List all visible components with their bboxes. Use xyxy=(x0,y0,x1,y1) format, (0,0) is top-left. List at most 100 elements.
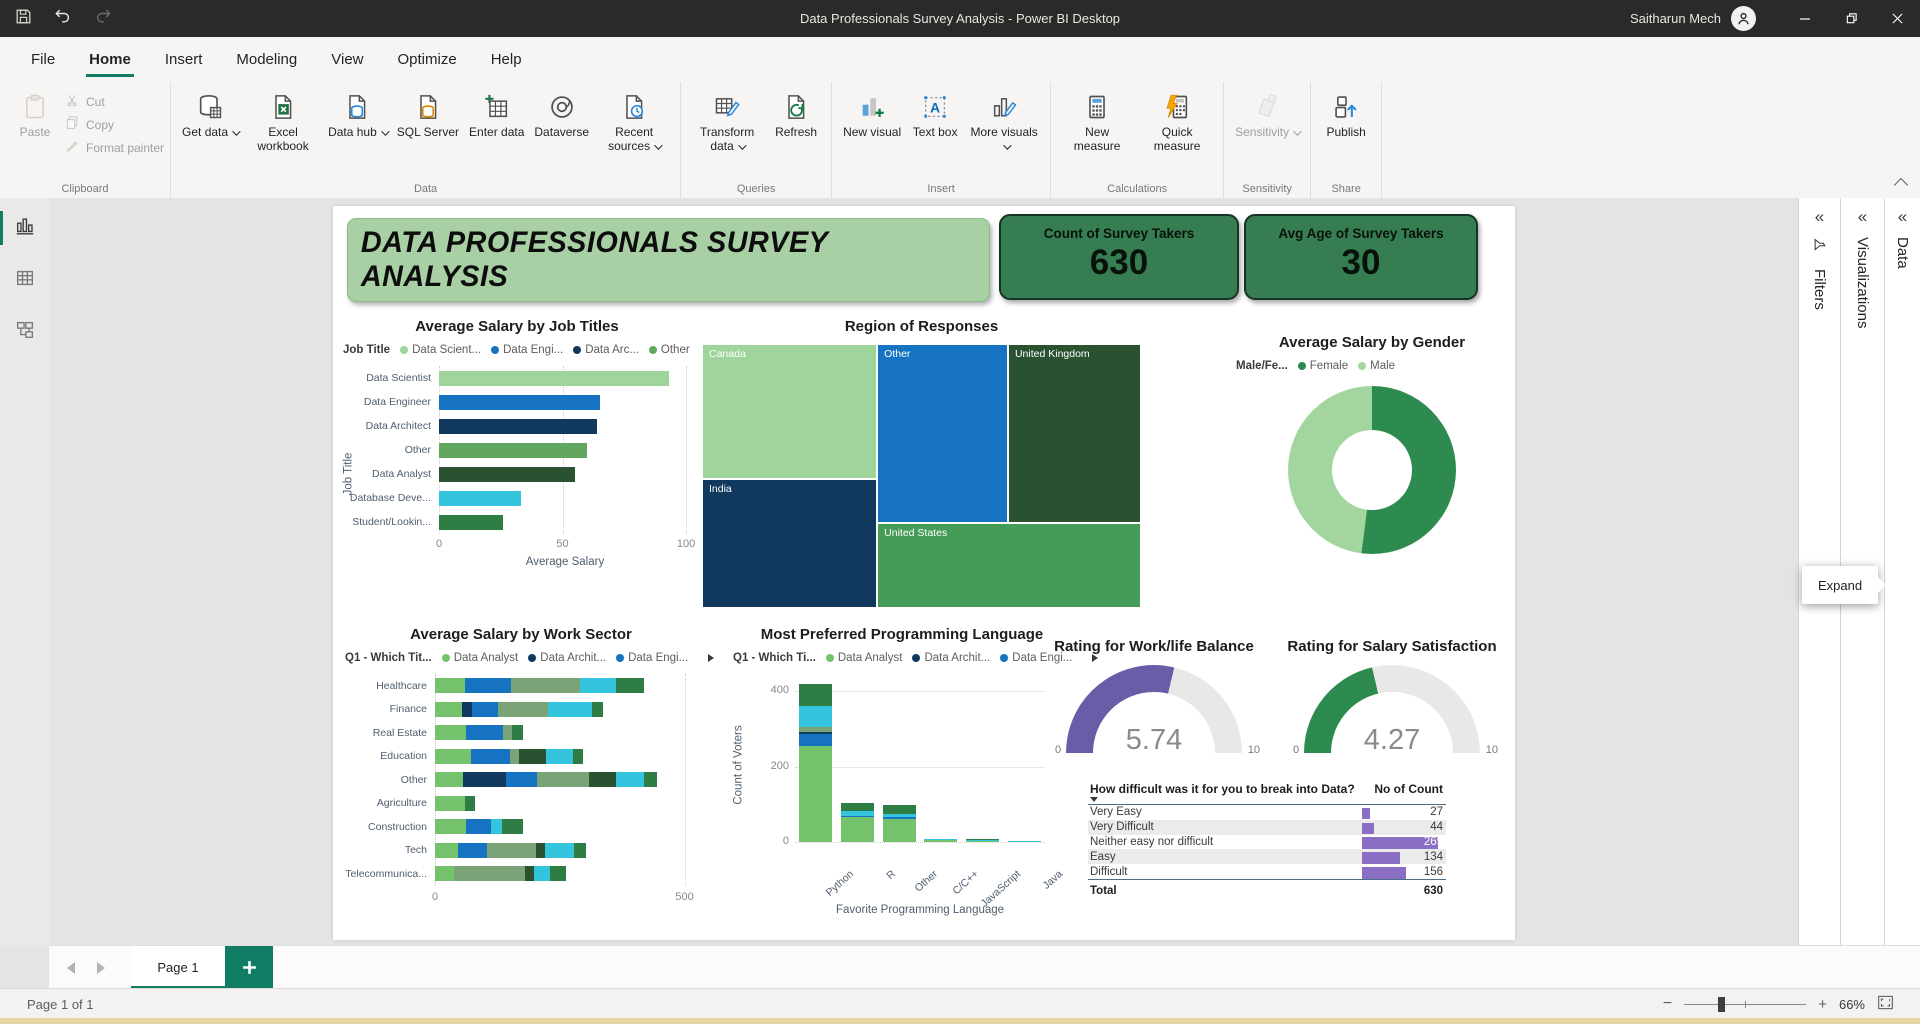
zoom-out-button[interactable]: − xyxy=(1662,995,1673,1012)
legend-item[interactable]: Data Archit... xyxy=(528,652,606,664)
expand-data-icon[interactable]: « xyxy=(1897,207,1908,226)
bar-segment[interactable] xyxy=(435,725,466,741)
data-hub-button[interactable]: Data hub xyxy=(323,89,392,139)
undo-icon[interactable] xyxy=(53,6,73,31)
legend-item[interactable]: Data Engi... xyxy=(1000,652,1072,664)
column[interactable] xyxy=(841,803,874,842)
column-segment[interactable] xyxy=(799,706,833,728)
new-page-button[interactable] xyxy=(225,946,273,989)
refresh-button[interactable]: Refresh xyxy=(767,89,825,139)
bar-segment[interactable] xyxy=(465,725,503,741)
model-view-button[interactable] xyxy=(0,310,49,354)
legend-item[interactable]: Data Archit... xyxy=(912,652,990,664)
visual-salary-gauge[interactable]: Rating for Salary Satisfaction 4.27 0 10 xyxy=(1281,638,1503,768)
new-measure-button[interactable]: New measure xyxy=(1057,89,1137,153)
format-painter-button[interactable]: Format painter xyxy=(64,138,164,157)
report-view-button[interactable] xyxy=(0,206,49,250)
dashboard-title-banner[interactable]: DATA PROFESSIONALS SURVEY ANALYSIS xyxy=(347,218,990,302)
column[interactable] xyxy=(799,683,833,842)
bar-segment[interactable] xyxy=(572,748,584,764)
column-segment[interactable] xyxy=(799,745,833,842)
table-row[interactable]: Very Difficult 44 xyxy=(1088,819,1446,835)
bar-segment[interactable] xyxy=(454,866,525,882)
legend-item[interactable]: Data Arc... xyxy=(573,344,639,356)
expand-filters-icon[interactable]: « xyxy=(1814,207,1825,226)
bar-segment[interactable] xyxy=(510,678,581,694)
menu-item-file[interactable]: File xyxy=(31,51,56,68)
prev-page-icon[interactable] xyxy=(67,961,75,974)
kpi-card-avg-age[interactable]: Avg Age of Survey Takers 30 xyxy=(1244,214,1478,300)
visual-worklife-gauge[interactable]: Rating for Work/life Balance 5.74 0 10 xyxy=(1045,638,1263,768)
legend-item[interactable]: Data Analyst xyxy=(441,652,518,664)
treemap-block-other[interactable]: Other xyxy=(877,344,1008,524)
visual-avg-salary-by-gender[interactable]: Average Salary by Gender Male/Fe... Female… xyxy=(1236,334,1508,594)
bar-segment[interactable] xyxy=(537,772,590,788)
gauge[interactable]: 4.27 0 10 xyxy=(1293,665,1498,756)
bar[interactable] xyxy=(439,394,600,410)
legend-item[interactable]: Female xyxy=(1297,360,1348,372)
restore-button[interactable] xyxy=(1828,0,1874,37)
legend-more-icon[interactable] xyxy=(708,654,715,662)
bar[interactable] xyxy=(439,442,588,458)
table-row[interactable]: Easy 134 xyxy=(1088,849,1446,865)
sql-server-button[interactable]: SQL Server xyxy=(392,89,464,139)
bar-segment[interactable] xyxy=(502,725,513,741)
zoom-slider[interactable] xyxy=(1684,996,1807,1012)
page-tab[interactable]: Page 1 xyxy=(131,946,225,989)
bar-segment[interactable] xyxy=(462,772,507,788)
column-segment[interactable] xyxy=(799,727,833,732)
column-segment[interactable] xyxy=(966,839,999,841)
expand-visualizations-icon[interactable]: « xyxy=(1857,207,1868,226)
collapse-ribbon-icon[interactable] xyxy=(1893,177,1909,193)
save-icon[interactable] xyxy=(14,7,33,31)
bar-segment[interactable] xyxy=(461,701,473,717)
bar-segment[interactable] xyxy=(549,866,566,882)
column-segment[interactable] xyxy=(882,813,916,818)
column-segment[interactable] xyxy=(882,818,916,842)
column-segment[interactable] xyxy=(799,683,833,707)
new-visual-button[interactable]: New visual xyxy=(838,89,906,139)
legend-item[interactable]: Data Engi... xyxy=(491,344,563,356)
bar-segment[interactable] xyxy=(545,842,575,858)
bar-segment[interactable] xyxy=(501,819,523,835)
bar-segment[interactable] xyxy=(547,701,593,717)
bar-segment[interactable] xyxy=(615,678,644,694)
visual-difficulty-table[interactable]: How difficult was it for you to break in… xyxy=(1088,782,1446,927)
get-data-button[interactable]: Get data xyxy=(177,89,243,139)
bar-segment[interactable] xyxy=(435,866,455,882)
treemap-block-united-kingdom[interactable]: United Kingdom xyxy=(1007,344,1141,524)
visual-avg-salary-by-job-titles[interactable]: Average Salary by Job Titles Job Title Dat… xyxy=(342,318,716,580)
kpi-card-survey-takers[interactable]: Count of Survey Takers 630 xyxy=(999,214,1239,300)
column-segment[interactable] xyxy=(924,840,958,842)
bar-segment[interactable] xyxy=(545,748,573,764)
transform-data-button[interactable]: Transform data xyxy=(687,89,767,153)
bar-segment[interactable] xyxy=(524,866,535,882)
minimize-button[interactable] xyxy=(1782,0,1828,37)
legend-item[interactable]: Other xyxy=(648,344,690,356)
column[interactable] xyxy=(966,839,999,842)
visual-avg-salary-by-work-sector[interactable]: Average Salary by Work Sector Q1 - Which … xyxy=(345,626,715,926)
publish-button[interactable]: Publish xyxy=(1317,89,1375,139)
column[interactable] xyxy=(924,838,958,842)
more-visuals-button[interactable]: More visuals xyxy=(964,89,1044,153)
table-header-count[interactable]: No of Count xyxy=(1374,782,1443,796)
legend-item[interactable]: Data Scient... xyxy=(400,344,481,356)
excel-workbook-button[interactable]: Excel workbook xyxy=(243,89,323,153)
text-box-button[interactable]: A Text box xyxy=(906,89,964,139)
bar-segment[interactable] xyxy=(472,701,498,717)
column[interactable] xyxy=(1007,840,1041,842)
table-header-question[interactable]: How difficult was it for you to break in… xyxy=(1090,782,1355,796)
bar-segment[interactable] xyxy=(497,701,548,717)
copy-button[interactable]: Copy xyxy=(64,115,164,134)
bar-segment[interactable] xyxy=(512,725,523,741)
donut-chart[interactable] xyxy=(1288,386,1456,554)
bar-segment[interactable] xyxy=(510,748,519,764)
zoom-slider-handle[interactable] xyxy=(1718,997,1726,1012)
column-segment[interactable] xyxy=(924,838,958,841)
column-segment[interactable] xyxy=(1007,840,1041,842)
bar-segment[interactable] xyxy=(580,678,616,694)
paste-button[interactable]: Paste xyxy=(6,89,64,139)
column-segment[interactable] xyxy=(841,811,874,817)
treemap-block-canada[interactable]: Canada xyxy=(702,344,878,480)
bar[interactable] xyxy=(439,466,575,482)
